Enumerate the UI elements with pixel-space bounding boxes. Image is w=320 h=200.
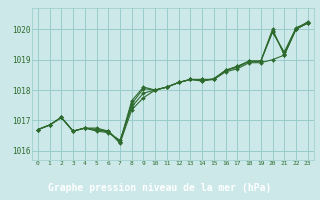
Text: Graphe pression niveau de la mer (hPa): Graphe pression niveau de la mer (hPa) [48, 183, 272, 193]
